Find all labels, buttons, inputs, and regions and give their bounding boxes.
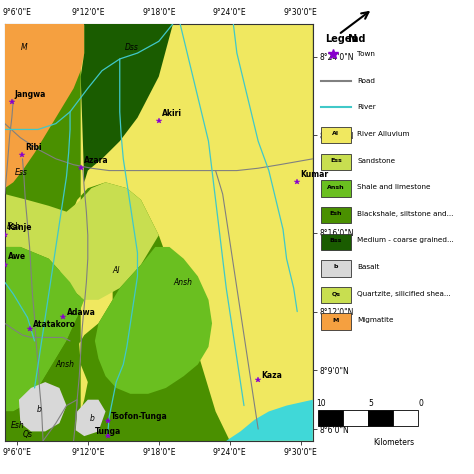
Polygon shape <box>81 24 173 182</box>
Text: Medium - coarse grained...: Medium - coarse grained... <box>357 237 454 243</box>
Text: Ribi: Ribi <box>25 143 42 152</box>
Text: River Alluvium: River Alluvium <box>357 131 410 137</box>
Text: b: b <box>334 264 338 270</box>
Bar <box>320 180 351 197</box>
Text: Town: Town <box>357 51 375 57</box>
Bar <box>320 127 351 144</box>
Text: Kaza: Kaza <box>262 371 283 380</box>
Text: Azara: Azara <box>84 155 109 164</box>
Polygon shape <box>70 24 313 441</box>
Polygon shape <box>95 247 212 394</box>
Text: Ess: Ess <box>15 168 27 177</box>
Text: Kumar: Kumar <box>300 170 328 179</box>
Text: Atatakoro: Atatakoro <box>33 320 76 329</box>
Bar <box>392 410 418 426</box>
Text: Dss: Dss <box>125 43 138 52</box>
Bar <box>320 287 351 303</box>
Text: Kanje: Kanje <box>8 223 32 232</box>
Text: Tsofon-Tunga: Tsofon-Tunga <box>111 412 168 421</box>
Text: Tunga: Tunga <box>94 427 121 436</box>
Text: Al: Al <box>113 266 120 275</box>
Bar <box>343 410 368 426</box>
Text: Ansh: Ansh <box>56 360 75 369</box>
Text: 0: 0 <box>418 399 423 408</box>
Polygon shape <box>19 382 66 431</box>
Bar <box>318 410 343 426</box>
Text: 5: 5 <box>368 399 373 408</box>
Text: Adawa: Adawa <box>66 309 95 318</box>
Text: M: M <box>333 318 339 323</box>
Text: Awe: Awe <box>8 252 27 261</box>
Text: Qs: Qs <box>331 291 340 296</box>
Text: M: M <box>20 43 27 52</box>
Bar <box>320 260 351 276</box>
Polygon shape <box>226 400 313 441</box>
Text: Road: Road <box>357 78 375 83</box>
Text: N: N <box>348 34 357 44</box>
Polygon shape <box>5 247 84 411</box>
Text: 10: 10 <box>316 399 326 408</box>
Polygon shape <box>76 400 106 436</box>
Polygon shape <box>5 318 81 441</box>
Text: Migmatite: Migmatite <box>357 317 393 323</box>
Text: River: River <box>357 104 376 110</box>
Text: Qs: Qs <box>22 430 33 439</box>
Bar <box>320 207 351 223</box>
Text: Legend: Legend <box>325 34 365 44</box>
Text: b: b <box>36 405 42 414</box>
Polygon shape <box>5 24 313 441</box>
Polygon shape <box>5 24 84 188</box>
Text: b: b <box>89 414 94 423</box>
Text: Ess: Ess <box>330 158 342 163</box>
Text: Sandstone: Sandstone <box>357 157 395 164</box>
Text: Esh: Esh <box>7 222 21 231</box>
Text: Akiri: Akiri <box>162 109 182 118</box>
Text: Basalt: Basalt <box>357 264 379 270</box>
Bar <box>320 154 351 170</box>
Text: Kilometers: Kilometers <box>373 438 414 447</box>
Bar <box>320 234 351 250</box>
Text: Ansh: Ansh <box>173 278 192 287</box>
Polygon shape <box>5 182 159 300</box>
Text: Quartzite, silicified shea...: Quartzite, silicified shea... <box>357 291 451 297</box>
Text: Shale and limestone: Shale and limestone <box>357 184 430 190</box>
Text: Ansh: Ansh <box>327 185 345 190</box>
Text: Blackshale, siltstone and...: Blackshale, siltstone and... <box>357 211 454 217</box>
Bar <box>368 410 392 426</box>
Text: Bss: Bss <box>329 238 342 243</box>
Text: Jangwa: Jangwa <box>15 90 46 99</box>
Bar <box>320 313 351 330</box>
Text: Esh: Esh <box>10 421 24 430</box>
Text: Al: Al <box>332 131 339 137</box>
Text: Esh: Esh <box>329 211 342 216</box>
